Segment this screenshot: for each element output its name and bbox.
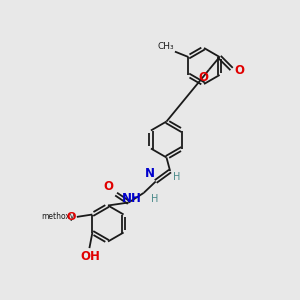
Text: N: N [145,167,154,180]
Text: O: O [66,212,76,222]
Text: O: O [234,64,244,77]
Text: CH₃: CH₃ [157,42,174,51]
Text: OH: OH [80,250,100,263]
Text: methoxy: methoxy [42,212,75,221]
Text: H: H [152,194,159,204]
Text: H: H [173,172,181,182]
Text: O: O [198,71,208,84]
Text: O: O [104,180,114,193]
Text: NH: NH [122,192,142,205]
